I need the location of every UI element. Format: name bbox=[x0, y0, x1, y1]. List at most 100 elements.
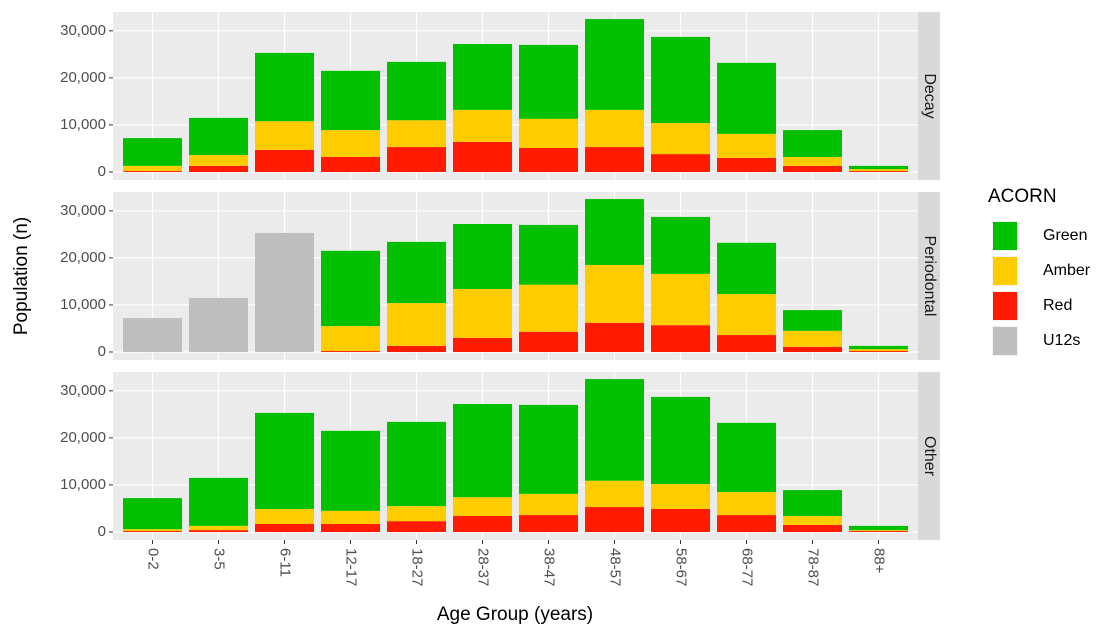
facet-label: Other bbox=[921, 436, 938, 477]
bar-segment bbox=[519, 118, 578, 148]
bar-segment bbox=[717, 492, 776, 516]
bar-segment bbox=[849, 165, 908, 170]
bar-segment bbox=[717, 335, 776, 352]
legend-swatch bbox=[993, 327, 1017, 355]
bar-segment bbox=[585, 109, 644, 148]
y-tick-label: 30,000 bbox=[60, 202, 106, 219]
bar-segment bbox=[123, 138, 182, 166]
bar-segment bbox=[387, 241, 446, 304]
x-tick-label: 58-67 bbox=[673, 548, 690, 586]
bar-segment bbox=[849, 351, 908, 352]
bar-segment bbox=[651, 508, 710, 532]
x-tick-label: 3-5 bbox=[211, 548, 228, 570]
bar-segment bbox=[321, 524, 380, 532]
facet-label: Periodontal bbox=[921, 236, 938, 317]
bar-segment bbox=[519, 404, 578, 494]
bar-segment bbox=[783, 524, 842, 532]
bar-segment bbox=[189, 297, 248, 352]
bar-segment bbox=[321, 430, 380, 511]
bar-segment bbox=[189, 530, 248, 532]
y-tick-label: 10,000 bbox=[60, 476, 106, 493]
y-tick-label: 30,000 bbox=[60, 382, 106, 399]
bar-segment bbox=[453, 288, 512, 338]
legend-label: U12s bbox=[1043, 332, 1080, 349]
bar-segment bbox=[717, 62, 776, 134]
x-tick-label: 12-17 bbox=[343, 548, 360, 586]
bar-segment bbox=[453, 516, 512, 532]
bar-segment bbox=[387, 506, 446, 522]
x-axis-label: Age Group (years) bbox=[437, 604, 593, 625]
bar-segment bbox=[387, 120, 446, 148]
x-tick-label: 48-57 bbox=[607, 548, 624, 586]
bar-segment bbox=[783, 165, 842, 172]
bar-segment bbox=[849, 530, 908, 532]
x-tick-label: 78-87 bbox=[805, 548, 822, 586]
bar-segment bbox=[519, 331, 578, 352]
legend-title: ACORN bbox=[988, 186, 1057, 207]
bar-segment bbox=[849, 349, 908, 352]
bar-segment bbox=[189, 477, 248, 526]
bar-segment bbox=[321, 250, 380, 327]
bar-segment bbox=[321, 510, 380, 524]
bar-segment bbox=[189, 117, 248, 156]
bar-segment bbox=[453, 497, 512, 516]
bar-segment bbox=[123, 318, 182, 352]
bar-segment bbox=[783, 346, 842, 352]
bar-segment bbox=[453, 141, 512, 172]
x-tick-label: 18-27 bbox=[409, 548, 426, 586]
legend-label: Amber bbox=[1043, 262, 1091, 279]
bar-segment bbox=[519, 284, 578, 332]
bar-segment bbox=[585, 199, 644, 265]
bar-segment bbox=[849, 169, 908, 172]
bar-segment bbox=[585, 264, 644, 323]
bar-segment bbox=[585, 147, 644, 172]
bar-segment bbox=[783, 490, 842, 516]
y-axis-label: Population (n) bbox=[11, 217, 32, 335]
bar-segment bbox=[651, 273, 710, 326]
bar-segment bbox=[783, 130, 842, 157]
bar-segment bbox=[255, 52, 314, 122]
bar-segment bbox=[519, 148, 578, 172]
bar-segment bbox=[717, 242, 776, 295]
bar-segment bbox=[321, 351, 380, 352]
legend-swatch bbox=[993, 257, 1017, 285]
bar-segment bbox=[387, 61, 446, 121]
bar-segment bbox=[453, 224, 512, 289]
bar-segment bbox=[321, 326, 380, 352]
bar-segment bbox=[783, 310, 842, 331]
bar-segment bbox=[717, 157, 776, 172]
bar-segment bbox=[651, 154, 710, 172]
bar-segment bbox=[849, 531, 908, 532]
y-tick-label: 0 bbox=[98, 343, 106, 360]
y-tick-label: 20,000 bbox=[60, 249, 106, 266]
x-tick-label: 38-47 bbox=[541, 548, 558, 586]
bar-segment bbox=[717, 133, 776, 158]
bar-segment bbox=[189, 525, 248, 531]
x-tick-label: 0-2 bbox=[145, 548, 162, 570]
bar-segment bbox=[387, 521, 446, 532]
y-tick-label: 20,000 bbox=[60, 69, 106, 86]
bar-segment bbox=[255, 121, 314, 150]
bar-segment bbox=[321, 130, 380, 157]
bar-segment bbox=[585, 480, 644, 508]
bar-segment bbox=[849, 171, 908, 172]
bar-segment bbox=[585, 322, 644, 352]
y-tick-label: 0 bbox=[98, 163, 106, 180]
bar-segment bbox=[717, 515, 776, 532]
bar-segment bbox=[519, 224, 578, 285]
bar-segment bbox=[519, 44, 578, 119]
x-tick-label: 88+ bbox=[871, 548, 888, 574]
legend-swatch bbox=[993, 222, 1017, 250]
bar-segment bbox=[387, 303, 446, 346]
bar-segment bbox=[189, 155, 248, 166]
bar-segment bbox=[651, 216, 710, 274]
bar-segment bbox=[123, 531, 182, 532]
x-tick-label: 6-11 bbox=[277, 548, 294, 577]
bar-segment bbox=[651, 36, 710, 124]
bar-segment bbox=[651, 484, 710, 509]
bar-segment bbox=[387, 421, 446, 507]
bar-segment bbox=[123, 171, 182, 172]
bar-segment bbox=[255, 232, 314, 352]
bar-segment bbox=[255, 524, 314, 532]
